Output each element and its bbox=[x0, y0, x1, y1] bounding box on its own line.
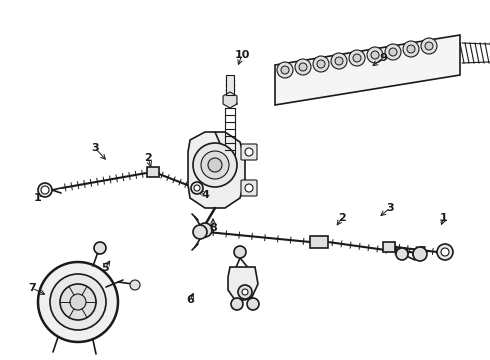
Circle shape bbox=[295, 59, 311, 75]
Text: 9: 9 bbox=[379, 53, 387, 63]
Bar bbox=[383, 242, 395, 252]
Text: 3: 3 bbox=[386, 203, 394, 213]
Circle shape bbox=[317, 60, 325, 68]
Circle shape bbox=[281, 66, 289, 74]
Text: 2: 2 bbox=[144, 153, 152, 163]
Circle shape bbox=[385, 44, 401, 60]
Circle shape bbox=[313, 56, 329, 72]
Circle shape bbox=[245, 148, 253, 156]
Polygon shape bbox=[223, 92, 237, 108]
Circle shape bbox=[331, 53, 347, 69]
Text: 1: 1 bbox=[440, 213, 448, 223]
Bar bbox=[226, 75, 234, 95]
Circle shape bbox=[38, 183, 52, 197]
Circle shape bbox=[389, 48, 397, 56]
Circle shape bbox=[198, 223, 212, 237]
Polygon shape bbox=[188, 132, 245, 208]
Circle shape bbox=[94, 242, 106, 254]
Circle shape bbox=[38, 262, 118, 342]
Circle shape bbox=[234, 246, 246, 258]
Circle shape bbox=[425, 42, 433, 50]
Circle shape bbox=[193, 143, 237, 187]
Text: 8: 8 bbox=[209, 223, 217, 233]
Circle shape bbox=[299, 63, 307, 71]
Circle shape bbox=[349, 50, 365, 66]
Bar bbox=[310, 236, 328, 248]
Text: 4: 4 bbox=[201, 190, 209, 200]
Circle shape bbox=[242, 289, 248, 295]
Text: 5: 5 bbox=[101, 263, 109, 273]
Circle shape bbox=[353, 54, 361, 62]
Circle shape bbox=[238, 285, 252, 299]
Circle shape bbox=[413, 247, 427, 261]
Circle shape bbox=[130, 280, 140, 290]
Circle shape bbox=[41, 186, 49, 194]
Polygon shape bbox=[228, 267, 258, 300]
Circle shape bbox=[403, 41, 419, 57]
Circle shape bbox=[421, 38, 437, 54]
Circle shape bbox=[70, 294, 86, 310]
Circle shape bbox=[396, 248, 408, 260]
FancyBboxPatch shape bbox=[241, 180, 257, 196]
Circle shape bbox=[60, 284, 96, 320]
Circle shape bbox=[208, 158, 222, 172]
Circle shape bbox=[193, 225, 207, 239]
Circle shape bbox=[50, 274, 106, 330]
Circle shape bbox=[245, 184, 253, 192]
Circle shape bbox=[231, 298, 243, 310]
Text: 1: 1 bbox=[34, 193, 42, 203]
Circle shape bbox=[437, 244, 453, 260]
Circle shape bbox=[371, 51, 379, 59]
Text: 3: 3 bbox=[91, 143, 99, 153]
Circle shape bbox=[191, 182, 203, 194]
Circle shape bbox=[367, 47, 383, 63]
Polygon shape bbox=[275, 35, 460, 105]
Circle shape bbox=[441, 248, 449, 256]
Bar bbox=[147, 167, 159, 177]
Text: 7: 7 bbox=[28, 283, 36, 293]
Circle shape bbox=[247, 298, 259, 310]
Circle shape bbox=[335, 57, 343, 65]
Circle shape bbox=[407, 45, 415, 53]
Text: 6: 6 bbox=[186, 295, 194, 305]
Circle shape bbox=[201, 151, 229, 179]
Text: 2: 2 bbox=[338, 213, 346, 223]
FancyBboxPatch shape bbox=[241, 144, 257, 160]
Circle shape bbox=[194, 185, 200, 191]
Text: 10: 10 bbox=[234, 50, 250, 60]
Circle shape bbox=[277, 62, 293, 78]
